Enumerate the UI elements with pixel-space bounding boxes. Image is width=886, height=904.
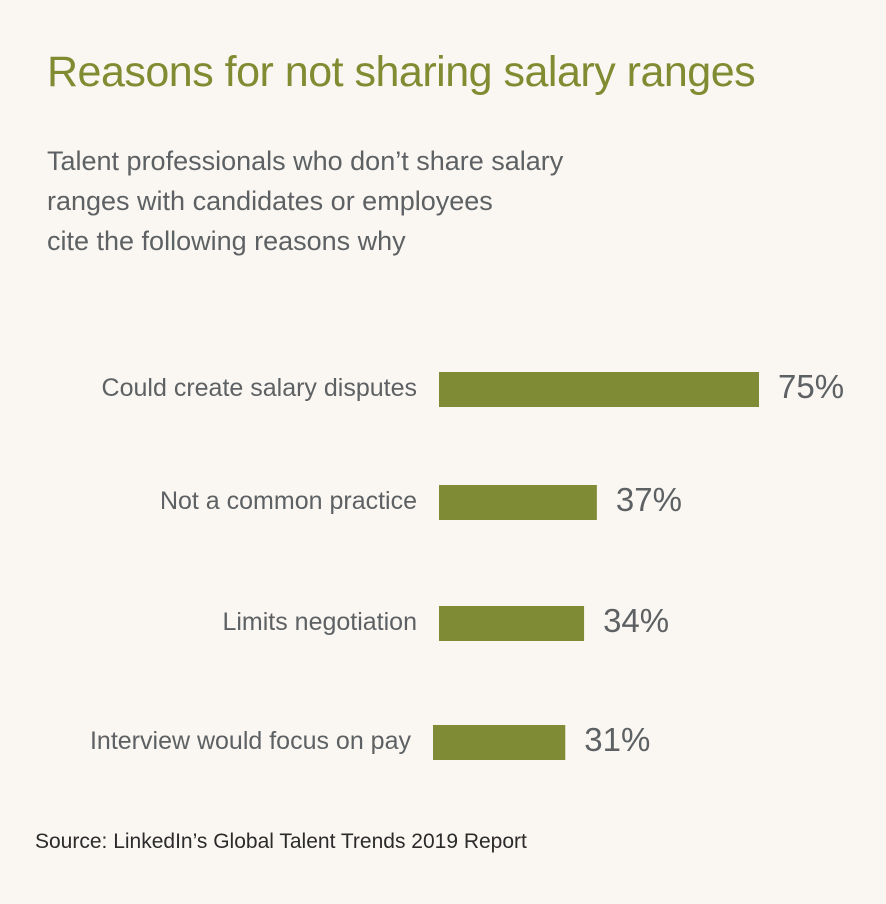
value-label: 75% <box>778 368 844 405</box>
source-note: Source: LinkedIn’s Global Talent Trends … <box>35 830 527 853</box>
value-label: 31% <box>584 721 650 758</box>
value-label: 34% <box>603 602 669 639</box>
subtitle-line-2: ranges with candidates or employees <box>47 186 493 216</box>
category-label: Could create salary disputes <box>102 374 417 402</box>
chart-title: Reasons for not sharing salary ranges <box>47 48 756 96</box>
chart-subtitle: Talent professionals who don’t share sal… <box>47 141 667 261</box>
bar <box>439 485 597 520</box>
category-label: Interview would focus on pay <box>90 727 412 755</box>
category-label: Limits negotiation <box>222 608 417 636</box>
category-label: Not a common practice <box>160 487 417 515</box>
subtitle-line-1: Talent professionals who don’t share sal… <box>47 146 564 176</box>
bar <box>433 725 566 760</box>
bar-chart: Could create salary disputes 75% Not a com… <box>90 368 844 760</box>
bar <box>439 372 759 407</box>
value-label: 37% <box>616 481 682 518</box>
bar <box>439 606 585 641</box>
subtitle-line-3: cite the following reasons why <box>47 226 406 256</box>
